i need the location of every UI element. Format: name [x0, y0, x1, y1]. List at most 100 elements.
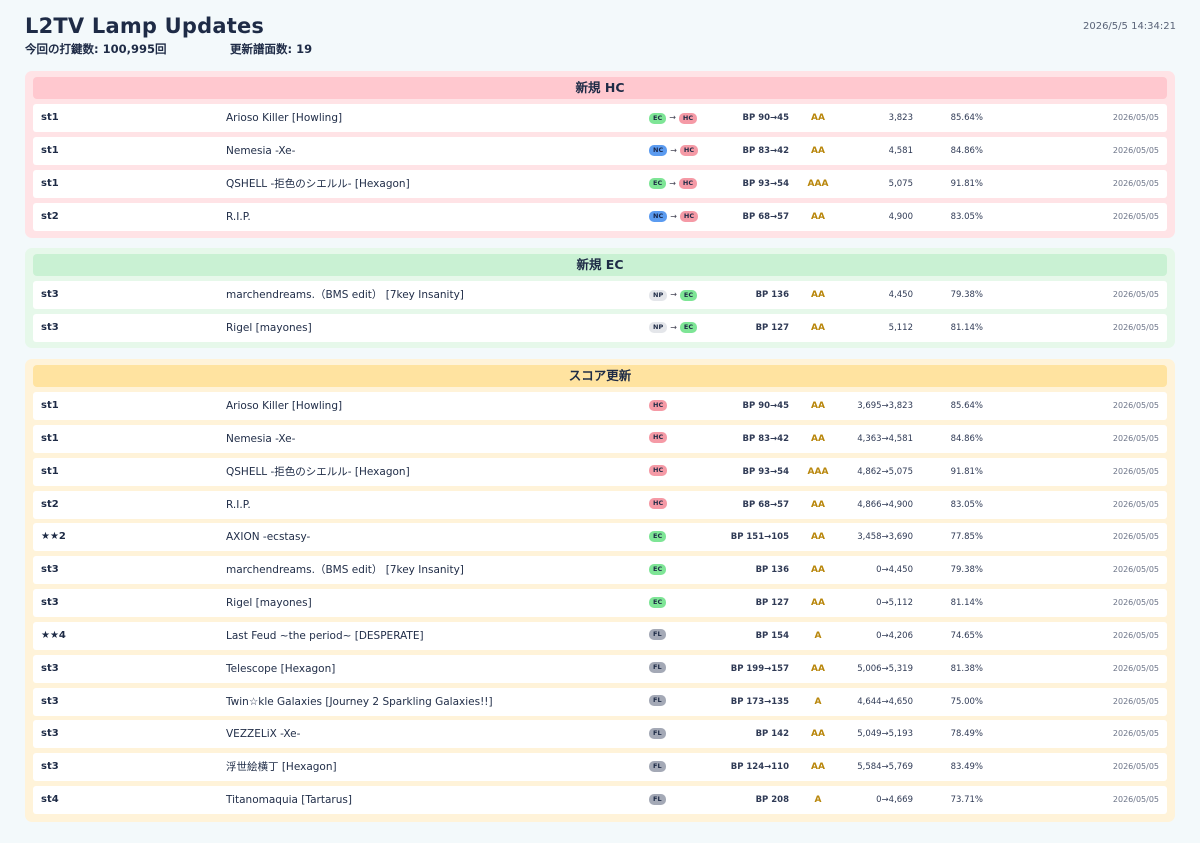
song-title: 浮世絵横丁 [Hexagon] [226, 761, 337, 774]
level-label: st3 [41, 597, 59, 609]
song-title: Titanomaquia [Tartarus] [226, 794, 352, 807]
table-row: st1 QSHELL -拒色のシエルル- [Hexagon] HC BP 93→54 A… [33, 457, 1167, 486]
grade-label: AA [811, 499, 825, 510]
table-row: st3 Rigel [mayones] NP → EC BP 127 AA 5,112 81.1… [33, 313, 1167, 343]
song-title: Nemesia -Xe- [226, 144, 296, 157]
page-header: L2TV Lamp Updates 今回の打鍵数: 100,995回 更新譜面数… [25, 14, 1176, 58]
score-value: 0→5,112 [876, 598, 913, 609]
song-title: Arioso Killer [Howling] [226, 400, 343, 412]
date-value: 2026/05/05 [1112, 499, 1159, 509]
lamp-change: NC → HC [649, 137, 699, 166]
table-row: st3 Telescope [Hexagon] FL BP 199→157 AA 5,00… [33, 654, 1167, 683]
section-score-update: スコア更新 st1 Arioso Killer [Howling] HC BP 90→… [25, 359, 1175, 822]
lamp-change: FL [649, 753, 666, 781]
rate-value: 79.38% [950, 290, 983, 300]
lamp-to-badge: FL [649, 760, 666, 772]
lamp-cell: EC [615, 556, 675, 584]
song-title: R.I.P. [226, 210, 251, 223]
level-label: st3 [41, 662, 59, 674]
rate-value: 81.14% [950, 598, 983, 609]
table-row: st1 QSHELL -拒色のシエルル- [Hexagon] EC → HC BP 93→… [33, 169, 1167, 199]
rate-value: 77.85% [950, 532, 983, 543]
date-value: 2026/05/05 [1112, 322, 1159, 332]
score-value: 4,866→4,900 [857, 499, 913, 510]
grade-label: A [814, 795, 822, 806]
lamp-change: NP → EC [649, 314, 698, 343]
lamp-change: EC → HC [649, 170, 698, 199]
lamp-to-badge: EC [679, 289, 698, 301]
lamp-cell: NP → EC [615, 281, 698, 310]
table-row: st2 R.I.P. NC → HC BP 68→57 AA 4,900 83.05% 2026/… [33, 202, 1167, 231]
grade-label: AA [811, 145, 825, 156]
rate-value: 78.49% [950, 729, 983, 740]
arrow-right-icon: → [670, 145, 677, 155]
level-label: st3 [41, 321, 59, 333]
lamp-to-badge: EC [649, 596, 667, 608]
bp-value: BP 142 [755, 729, 789, 740]
lamp-to-badge: HC [679, 211, 699, 223]
table-row: st1 Nemesia -Xe- HC BP 83→42 AA 4,363→4,581 84… [33, 424, 1167, 453]
song-title: marchendreams.（BMS edit） [7key Insanity] [226, 289, 464, 301]
bp-value: BP 93→54 [742, 178, 789, 189]
lamp-change: FL [649, 688, 666, 716]
score-value: 5,584→5,769 [857, 762, 913, 773]
lamp-to-badge: FL [649, 629, 666, 641]
bp-value: BP 173→135 [730, 696, 789, 707]
lamp-change: HC [649, 425, 668, 453]
rate-value: 81.14% [950, 322, 983, 333]
lamp-change: FL [649, 655, 666, 683]
grade-label: AA [811, 729, 825, 740]
score-value: 0→4,206 [876, 630, 913, 641]
section-new-hc: 新規 HC st1 Arioso Killer [Howling] EC → HC BP … [25, 71, 1175, 238]
score-value: 4,363→4,581 [857, 433, 913, 444]
date-value: 2026/05/05 [1112, 729, 1159, 739]
song-title: QSHELL -拒色のシエルル- [Hexagon] [226, 177, 410, 190]
score-value: 4,450 [888, 290, 913, 300]
date-value: 2026/05/05 [1112, 466, 1159, 476]
lamp-to-badge: HC [649, 498, 668, 510]
updated-chart-count: 更新譜面数: 19 [230, 42, 313, 56]
table-row: st3 Twin☆kle Galaxies [Journey 2 Sparklin… [33, 687, 1167, 716]
grade-label: AAA [807, 466, 829, 477]
score-value: 0→4,669 [876, 795, 913, 806]
table-row: st3 Rigel [mayones] EC BP 127 AA 0→5,112 81.14… [33, 589, 1167, 618]
score-value: 3,823 [888, 113, 913, 123]
lamp-from-badge: NP [649, 322, 668, 334]
score-value: 3,458→3,690 [857, 532, 913, 543]
level-label: ★★4 [41, 629, 66, 641]
table-row: st3 marchendreams.（BMS edit） [7key Insani… [33, 556, 1167, 585]
level-label: st3 [41, 289, 59, 300]
level-label: st3 [41, 564, 59, 576]
arrow-right-icon: → [670, 290, 677, 299]
grade-label: AA [811, 663, 825, 674]
date-value: 2026/05/05 [1112, 696, 1159, 706]
lamp-cell: FL [615, 786, 675, 814]
song-title: VEZZELiX -Xe- [226, 728, 301, 741]
song-title: Rigel [mayones] [226, 321, 312, 334]
lamp-from-badge: NP [649, 289, 668, 301]
level-label: st2 [41, 210, 59, 222]
date-value: 2026/05/05 [1112, 630, 1159, 640]
rate-value: 81.38% [950, 663, 983, 674]
level-label: ★★2 [41, 531, 66, 543]
lamp-change: FL [649, 720, 666, 748]
grade-label: AA [811, 433, 825, 444]
section-title: 新規 HC [33, 77, 1167, 99]
bp-value: BP 127 [755, 322, 789, 333]
lamp-change: EC [649, 589, 667, 617]
rate-value: 85.64% [950, 113, 983, 123]
score-value: 5,112 [888, 322, 913, 333]
song-title: Arioso Killer [Howling] [226, 112, 343, 124]
score-value: 3,695→3,823 [857, 401, 913, 411]
bp-value: BP 90→45 [742, 401, 789, 411]
date-value: 2026/05/05 [1112, 598, 1159, 608]
song-title: QSHELL -拒色のシエルル- [Hexagon] [226, 465, 410, 478]
lamp-cell: EC → HC [615, 170, 698, 199]
level-label: st3 [41, 695, 59, 707]
level-label: st1 [41, 177, 59, 189]
bp-value: BP 151→105 [730, 532, 789, 543]
date-value: 2026/05/05 [1112, 663, 1159, 673]
level-label: st1 [41, 432, 59, 444]
score-value: 4,862→5,075 [857, 466, 913, 477]
level-label: st1 [41, 144, 59, 156]
